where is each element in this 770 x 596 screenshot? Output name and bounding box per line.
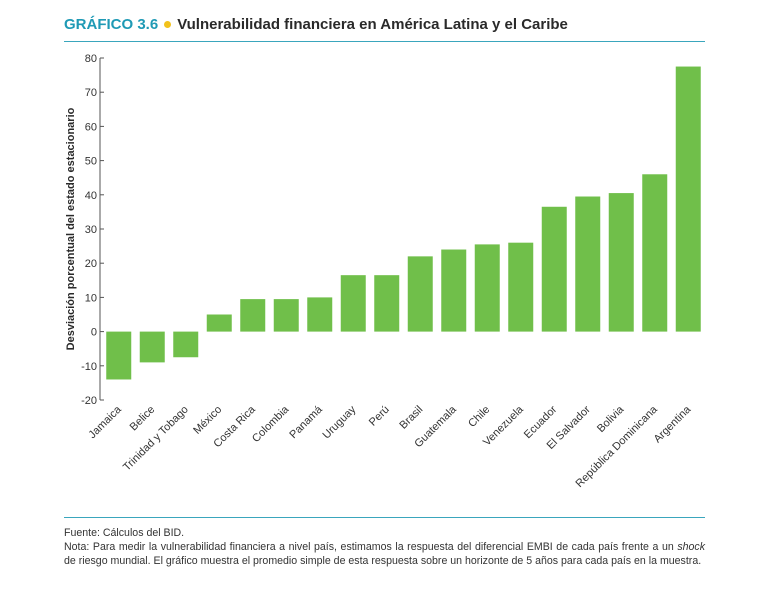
y-tick-label: 30 bbox=[85, 224, 97, 236]
bar bbox=[675, 66, 701, 332]
method-note: Nota: Para medir la vulnerabilidad finan… bbox=[64, 541, 705, 567]
y-tick-label: -10 bbox=[81, 361, 97, 373]
y-tick-label: 40 bbox=[85, 190, 97, 202]
bottom-divider bbox=[64, 517, 705, 518]
bar-chart: -20 -10 0 10 20 30 40 50 60 70 80 Desviación porcen… bbox=[65, 53, 701, 490]
bar bbox=[508, 242, 534, 332]
x-tick-label: Argentina bbox=[652, 403, 694, 445]
chart-notes: Fuente: Cálculos del BID. Nota: Para med… bbox=[64, 526, 705, 568]
bar bbox=[273, 299, 299, 332]
y-tick-label: 0 bbox=[91, 327, 97, 339]
y-axis-label: Desviación porcentual del estado estacio… bbox=[65, 107, 77, 350]
bar bbox=[642, 174, 668, 332]
bar bbox=[441, 249, 467, 332]
x-tick-label: Chile bbox=[466, 404, 492, 430]
x-tick-label: Panamá bbox=[287, 403, 325, 441]
x-tick-label: Jamaica bbox=[86, 403, 124, 441]
x-tick-label: Perú bbox=[367, 404, 392, 429]
bar bbox=[240, 299, 266, 332]
bar bbox=[474, 244, 500, 332]
x-tick-label: Bolivia bbox=[595, 403, 627, 435]
chart-title: Vulnerabilidad financiera en América Lat… bbox=[177, 16, 568, 33]
bar bbox=[374, 275, 400, 332]
y-tick-label: 50 bbox=[85, 156, 97, 168]
x-tick-label: Uruguay bbox=[320, 403, 358, 441]
source-note: Fuente: Cálculos del BID. bbox=[64, 527, 185, 539]
y-tick-label: 80 bbox=[85, 53, 97, 65]
figure-number: GRÁFICO 3.6 bbox=[64, 16, 159, 33]
x-tick-label: Brasil bbox=[397, 404, 425, 432]
bar bbox=[307, 297, 333, 332]
y-tick-label: 10 bbox=[85, 292, 97, 304]
bar bbox=[608, 193, 634, 332]
y-tick-label: 70 bbox=[85, 87, 97, 99]
bar bbox=[541, 206, 567, 332]
chart-header: GRÁFICO 3.6 Vulnerabilidad financiera en … bbox=[64, 16, 704, 33]
y-tick-label: -20 bbox=[81, 395, 97, 407]
bullet-dot-icon bbox=[164, 20, 172, 28]
bar bbox=[173, 331, 199, 358]
bar bbox=[139, 331, 165, 363]
bar bbox=[106, 331, 132, 380]
top-divider bbox=[64, 41, 705, 42]
y-tick-label: 60 bbox=[85, 121, 97, 133]
bar bbox=[407, 256, 433, 332]
x-tick-label: México bbox=[191, 404, 224, 437]
x-tick-label: Trinidad y Tobago bbox=[121, 404, 191, 474]
x-tick-label: Colombia bbox=[250, 403, 292, 445]
x-tick-label: Belice bbox=[128, 404, 158, 434]
bar bbox=[206, 314, 232, 332]
bar bbox=[340, 275, 366, 332]
bar bbox=[575, 196, 601, 332]
y-tick-label: 20 bbox=[85, 258, 97, 270]
